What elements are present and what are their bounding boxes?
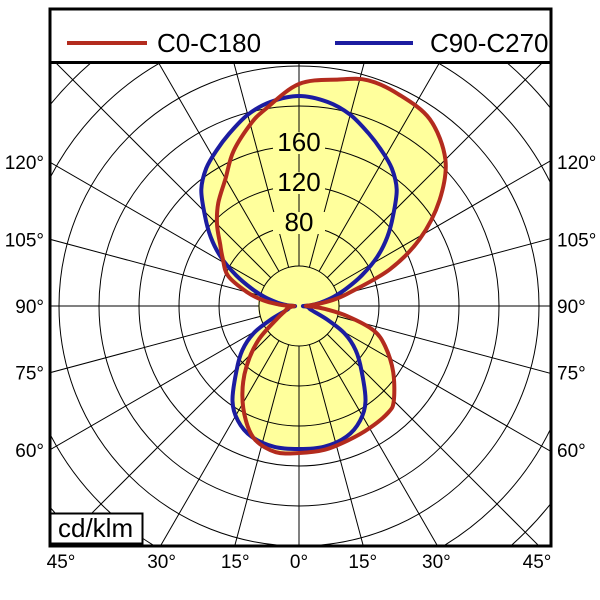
- bottom-angle-label-2: 15°: [221, 552, 250, 573]
- outer-frame: [48, 7, 553, 548]
- bottom-angle-label-5: 30°: [422, 552, 451, 573]
- bottom-angle-label-1: 30°: [147, 552, 176, 573]
- right-angle-label-120: 120°: [557, 153, 596, 174]
- left-angle-label-75: 75°: [15, 364, 44, 385]
- right-angle-label-90: 90°: [557, 297, 586, 318]
- left-angle-label-105: 105°: [5, 230, 44, 251]
- radial-value-labels: 160 120 80: [273, 127, 325, 237]
- right-angle-label-60: 60°: [557, 441, 586, 462]
- left-angle-label-120: 120°: [5, 153, 44, 174]
- bottom-angle-label-6: 45°: [523, 552, 552, 573]
- left-angle-label-90: 90°: [15, 297, 44, 318]
- curve-c90-c270: [199, 94, 399, 451]
- right-angle-label-75: 75°: [557, 364, 586, 385]
- bottom-angle-label-4: 15°: [348, 552, 377, 573]
- unit-box-frame: [49, 512, 144, 545]
- left-angle-label-60: 60°: [15, 441, 44, 462]
- right-angle-label-105: 105°: [557, 230, 596, 251]
- angle-axis-labels: 120° 120° 105° 105° 90° 90° 75° 75° 60° 60° 45° 30°…: [5, 153, 597, 573]
- unit-label: cd/klm: [58, 513, 133, 543]
- radial-value-label: 80: [285, 207, 314, 237]
- legend-label-c90-c270: C90-C270: [430, 28, 549, 58]
- legend-label-c0-c180: C0-C180: [157, 28, 261, 58]
- bottom-angle-label-3: 0°: [290, 552, 308, 573]
- unit-box: cd/klm: [49, 512, 144, 545]
- legend: C0-C180 C90-C270: [67, 28, 549, 58]
- curve-c0-c180: [214, 76, 448, 456]
- radial-value-label: 120: [277, 167, 320, 197]
- bottom-angle-label-0: 45°: [47, 552, 76, 573]
- radial-value-label: 160: [277, 127, 320, 157]
